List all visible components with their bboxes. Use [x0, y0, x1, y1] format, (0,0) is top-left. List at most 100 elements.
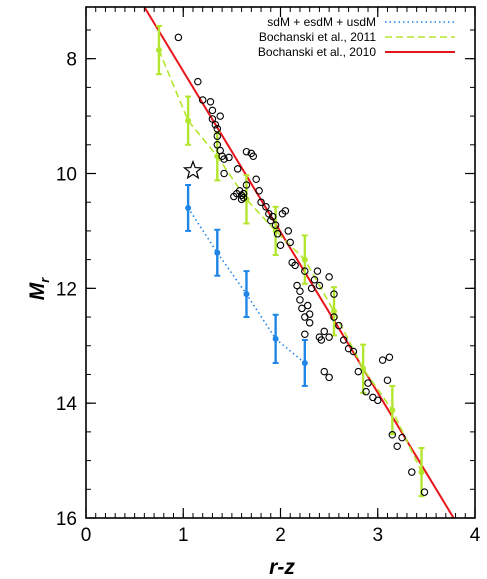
- scatter-point: [325, 333, 333, 341]
- scatter-point: [286, 238, 294, 247]
- scatter-point: [296, 287, 304, 295]
- scatter-point: [378, 356, 387, 364]
- scatter-point: [284, 227, 293, 235]
- scatter-point: [320, 327, 329, 336]
- scatter-point: [301, 330, 309, 339]
- series-bochanski_2010: [143, 7, 455, 518]
- scatter-point: [252, 175, 260, 183]
- data-point-bochanski_2011: [155, 47, 162, 54]
- data-point-bochanski_2011: [301, 256, 308, 263]
- scatter-point: [339, 336, 348, 344]
- scatter-point: [303, 301, 312, 310]
- data-point-bochanski_2011: [330, 308, 337, 315]
- x-tick-label: 0: [81, 525, 92, 546]
- legend-label: Bochanski et al., 2010: [258, 45, 376, 59]
- data-point-subdwarf_sequence: [243, 291, 250, 298]
- data-point-bochanski_2011: [389, 407, 396, 414]
- scatter-point: [198, 96, 207, 104]
- scatter-point: [398, 433, 406, 442]
- points-layer: [174, 33, 429, 496]
- x-tick-label: 1: [178, 525, 189, 546]
- data-point-bochanski_2011: [185, 117, 192, 124]
- scatter-point: [174, 33, 183, 42]
- plot-area: [86, 7, 475, 518]
- scatter-point: [315, 281, 324, 290]
- data-point-subdwarf_sequence: [214, 249, 221, 256]
- scatter-point: [237, 191, 246, 200]
- scatter-point: [307, 284, 316, 293]
- scatter-point: [273, 230, 282, 238]
- scatter-point: [364, 379, 372, 387]
- plot-background: [86, 7, 475, 518]
- annotation-layer: [182, 159, 204, 180]
- scatter-point: [271, 221, 280, 229]
- x-tick-label: 4: [470, 525, 481, 546]
- scatter-point: [293, 281, 301, 290]
- scatter-point: [373, 396, 382, 405]
- scatter-point: [362, 387, 370, 396]
- scatter-point: [239, 193, 248, 202]
- data-point-bochanski_2011: [418, 469, 425, 476]
- scatter-point: [276, 241, 285, 250]
- scatter-point: [305, 310, 314, 318]
- y-tick-label: 10: [56, 165, 77, 186]
- scatter-point: [325, 373, 333, 382]
- scatter-point: [291, 261, 299, 270]
- scatter-point: [233, 165, 242, 173]
- scatter-point: [420, 488, 429, 496]
- scatter-point: [325, 273, 333, 281]
- scatter-point: [213, 141, 222, 149]
- scatter-point: [208, 115, 217, 123]
- x-tick-label: 2: [275, 525, 286, 546]
- scatter-point: [267, 216, 275, 225]
- scatter-point: [225, 153, 233, 162]
- scatter-point: [310, 275, 319, 284]
- y-axis-title-main: M: [26, 282, 49, 300]
- scatter-point: [296, 296, 304, 304]
- series-line-bochanski_2010: [143, 7, 455, 518]
- scatter-point: [317, 336, 326, 344]
- y-tick-label: 14: [56, 394, 78, 415]
- scatter-point: [220, 169, 228, 178]
- y-axis-title: Mr: [26, 277, 52, 301]
- scatter-point: [216, 146, 224, 155]
- scatter-point: [388, 430, 397, 439]
- scatter-point: [220, 155, 228, 163]
- scatter-point: [213, 132, 222, 140]
- scatter-point: [262, 203, 270, 211]
- scatter-point: [255, 186, 263, 195]
- scatter-point: [206, 97, 215, 106]
- scatter-point: [249, 152, 258, 161]
- scatter-point: [393, 442, 401, 450]
- scatter-point: [330, 290, 338, 298]
- scatter-point: [242, 147, 251, 156]
- scatter-point: [330, 313, 338, 321]
- scatter-point: [385, 353, 394, 361]
- y-tick-label: 12: [56, 279, 77, 300]
- scatter-point: [301, 267, 309, 275]
- data-point-subdwarf_sequence: [185, 204, 192, 211]
- y-axis-title-subscript: r: [37, 277, 52, 283]
- scatter-point: [268, 212, 277, 221]
- scatter-point: [257, 198, 265, 206]
- legend-label: Bochanski et al., 2011: [259, 30, 377, 44]
- scatter-point: [211, 120, 220, 129]
- scatter-point: [242, 181, 251, 189]
- scatter-point: [408, 468, 416, 476]
- scatter-point: [354, 367, 363, 376]
- y-tick-label: 8: [66, 50, 77, 71]
- scatter-point: [216, 112, 224, 120]
- scatter-point: [335, 321, 343, 330]
- scatter-point: [313, 267, 322, 275]
- scatter-point: [235, 186, 244, 195]
- data-point-subdwarf_sequence: [301, 359, 308, 366]
- star-marker-icon: [182, 159, 204, 180]
- x-tick-label: 3: [372, 525, 383, 546]
- scatter-point: [213, 124, 222, 133]
- scatter-point: [298, 304, 306, 313]
- scatter-point: [305, 319, 314, 327]
- scatter-point: [194, 77, 202, 86]
